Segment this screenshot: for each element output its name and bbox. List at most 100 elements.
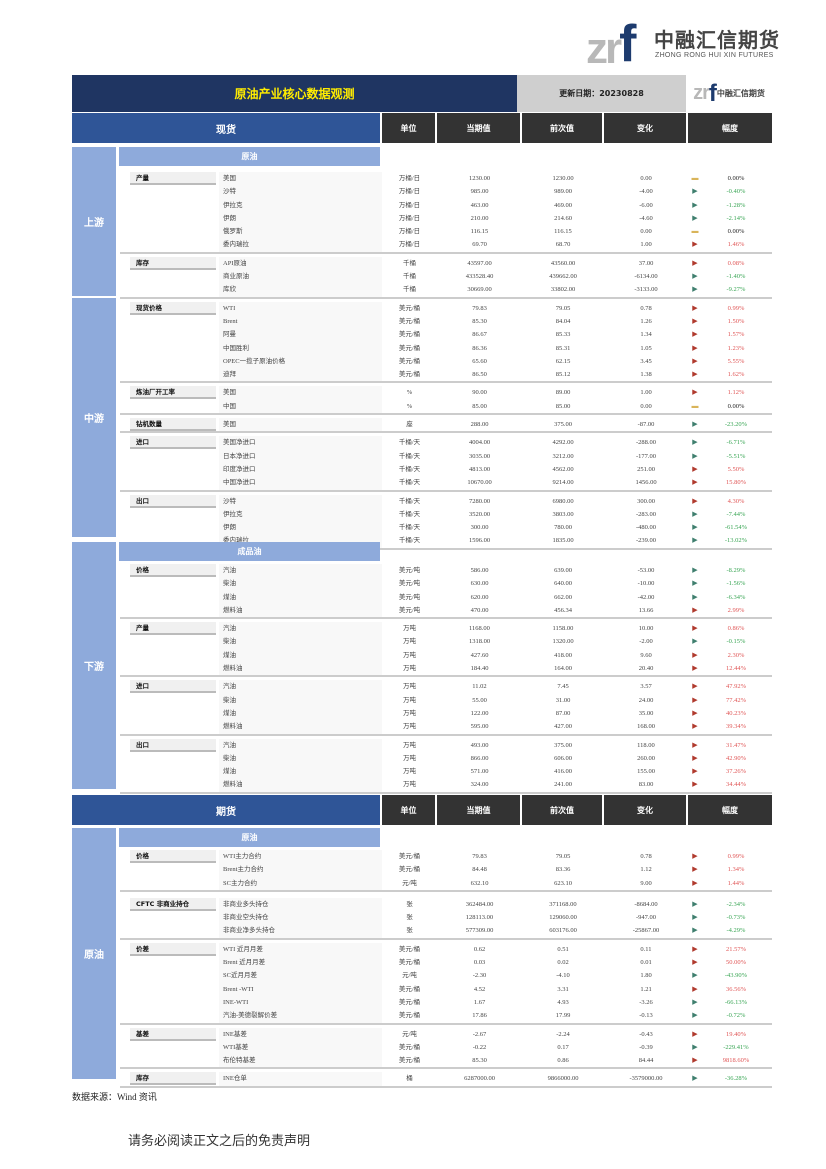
- red-flag-icon: ▶: [692, 865, 698, 874]
- pct-change: 42.90%: [725, 754, 747, 762]
- current-value: 433528.40: [465, 273, 494, 281]
- previous-value: 640.00: [554, 580, 572, 588]
- current-value: 4813.00: [468, 465, 491, 473]
- item-name: 非商业多头持仓: [219, 897, 382, 912]
- current-value: 210.00: [470, 214, 489, 222]
- previous-value: 87.00: [555, 709, 571, 717]
- current-value: 122.00: [470, 709, 489, 717]
- item-name: 煤油: [219, 648, 382, 663]
- current-value: 362484.00: [465, 900, 494, 908]
- pct-change: 0.86%: [727, 625, 745, 633]
- green-flag-icon: ▶: [692, 420, 698, 429]
- group-1: CFTC 非商业持仓 非商业多头持仓张 362484.00 371168.00 -868…: [120, 897, 772, 940]
- item-name: 煤油: [219, 765, 382, 779]
- unit: 元/吨: [382, 876, 437, 890]
- logo-cn-text: 中融汇信期货: [654, 28, 780, 52]
- item-name: 燃料油: [219, 662, 382, 676]
- item-name: 布伦特基差: [219, 1054, 382, 1068]
- previous-value: 1835.00: [552, 537, 574, 545]
- header-logo-text: 中融汇信期货: [716, 89, 765, 98]
- pct-change: 1.12%: [727, 389, 745, 397]
- previous-value: 85.00: [555, 402, 571, 410]
- previous-value: 469.00: [554, 201, 572, 209]
- table-row: 汽油 万吨 493.00 375.00 118.00 ▶ 31.47%: [120, 738, 772, 752]
- group-5: 进口 美国净进口 千桶/天 4004.00 4292.00 -288.00 ▶ -6.71% 日…: [120, 436, 772, 492]
- previous-value: 83.36: [555, 866, 571, 874]
- item-name: 美国: [219, 418, 382, 432]
- table-row: 印度净进口 千桶/天 4813.00 4562.00 251.00 ▶ 5.50%: [120, 462, 772, 477]
- unit: 座: [382, 418, 437, 432]
- red-flag-icon: ▶: [692, 984, 698, 993]
- table-row: 迪拜 美元/桶 86.50 85.12 1.38 ▶ 1.62%: [120, 368, 772, 382]
- change-value: 10.00: [638, 625, 654, 633]
- group-label: 价格: [130, 564, 216, 577]
- change-value: 1.00: [640, 389, 652, 397]
- previous-value: 0.51: [557, 945, 569, 953]
- unit: 张: [382, 924, 437, 938]
- group-label: 价差: [130, 942, 216, 956]
- previous-value: 989.00: [554, 188, 572, 196]
- unit: 千桶/天: [382, 476, 437, 490]
- item-name: 柴油: [219, 693, 382, 707]
- group-1: 库存 API原油 千桶 43597.00 43560.00 37.00 ▶ 0.08% 商业原油…: [120, 256, 772, 299]
- table-row: 商业原油 千桶 433528.40 439662.00 -6134.00 ▶ -1.40%: [120, 270, 772, 284]
- previous-value: 17.99: [555, 1012, 571, 1020]
- item-name: Brent主力合约: [219, 863, 382, 877]
- current-value: 463.00: [470, 201, 489, 209]
- current-value: 85.00: [472, 402, 487, 410]
- item-name: 沙特: [219, 494, 382, 508]
- col-current: 当期值: [437, 113, 520, 143]
- change-value: 24.00: [638, 696, 654, 704]
- change-value: -25867.00: [632, 927, 660, 935]
- current-value: 0.62: [473, 945, 486, 953]
- item-name: 俄罗斯: [219, 225, 382, 239]
- pct-change: -1.56%: [726, 580, 746, 588]
- previous-value: 62.15: [555, 357, 571, 365]
- unit: 千桶: [382, 270, 437, 284]
- group-4: 钻机数量 美国座 288.00 375.00 -87.00 ▶ -23.20%: [120, 418, 772, 434]
- group-label: 出口: [130, 738, 216, 752]
- red-flag-icon: ▶: [692, 695, 698, 704]
- change-value: 0.11: [640, 945, 652, 953]
- unit: 美元/桶: [382, 850, 437, 864]
- change-value: 0.78: [640, 304, 652, 312]
- update-date: 更新日期：20230828: [517, 75, 686, 112]
- pct-change: 47.92%: [725, 683, 747, 691]
- change-value: -239.00: [635, 537, 657, 545]
- pct-change: 37.26%: [725, 768, 747, 776]
- unit: 千桶/天: [382, 449, 437, 463]
- unit: 美元/桶: [382, 863, 437, 877]
- green-flag-icon: ▶: [692, 536, 698, 545]
- previous-value: 79.05: [555, 304, 571, 312]
- unit: 美元/桶: [382, 328, 437, 342]
- unit: 万桶/日: [382, 225, 437, 239]
- pct-change: -7.44%: [726, 510, 746, 518]
- change-value: -947.00: [635, 914, 657, 922]
- current-value: 79.83: [472, 304, 487, 312]
- logo-mark-f: f: [619, 15, 637, 73]
- pct-change: 0.99%: [727, 853, 745, 860]
- group-label: 炼油厂开工率: [130, 386, 216, 400]
- unit: 美元/桶: [382, 1040, 437, 1055]
- pct-change: -2.34%: [726, 900, 746, 908]
- green-flag-icon: ▶: [692, 451, 698, 460]
- table-row: 中国胜利 美元/桶 86.36 85.31 1.05 ▶ 1.23%: [120, 341, 772, 355]
- change-value: 1.00: [640, 241, 652, 249]
- unit: 美元/桶: [382, 354, 437, 369]
- table-row: 非商业空头持仓张 128113.00 129060.00 -947.00 ▶ -0.73%: [120, 911, 772, 925]
- unit: 千桶/天: [382, 534, 437, 548]
- pct-change: -0.40%: [726, 188, 746, 196]
- unit: 千桶: [382, 283, 437, 297]
- pct-change: 0.08%: [727, 259, 745, 267]
- current-value: 11.02: [472, 683, 487, 691]
- table-row: 中国% 85.00 85.00 0.00 ▬ 0.00%: [120, 399, 772, 414]
- green-flag-icon: ▶: [692, 272, 698, 281]
- change-value: -288.00: [635, 439, 657, 447]
- item-name: INE仓单: [219, 1072, 382, 1086]
- table-row: OPEC一揽子原油价格 美元/桶 65.60 62.15 3.45 ▶ 5.55%: [120, 354, 772, 369]
- pct-change: 36.56%: [725, 985, 747, 993]
- unit: %: [382, 386, 437, 400]
- table-row: 伊朗 千桶/天 300.00 780.00 -480.00 ▶ -61.54%: [120, 521, 772, 535]
- unit: 万吨: [382, 648, 437, 663]
- item-name: WTI 近月月差: [219, 942, 382, 957]
